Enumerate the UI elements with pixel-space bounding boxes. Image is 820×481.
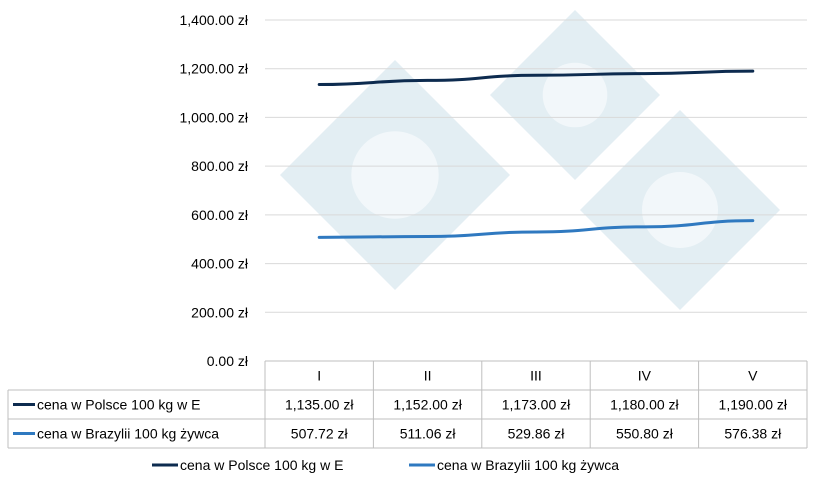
data-label: 507.72 zł: [291, 426, 349, 442]
y-tick-label: 800.00 zł: [191, 158, 249, 174]
legend: cena w Polsce 100 kg w E cena w Brazylii …: [152, 457, 619, 473]
data-label: 1,152.00 zł: [393, 397, 462, 413]
grid-lines: [265, 19, 807, 313]
data-label: 1,135.00 zł: [285, 397, 354, 413]
table-series-name: cena w Polsce 100 kg w E: [37, 397, 200, 413]
series-lines: [317, 69, 755, 239]
y-tick-label: 600.00 zł: [191, 207, 249, 223]
x-tick-label: III: [530, 368, 542, 384]
data-label: 576.38 zł: [724, 426, 782, 442]
x-tick-label: V: [748, 368, 758, 384]
x-tick-label: I: [317, 368, 321, 384]
table-series-name: cena w Brazylii 100 kg żywca: [37, 426, 219, 442]
legend-entry: cena w Polsce 100 kg w E: [180, 457, 343, 473]
x-tick-label: IV: [638, 368, 652, 384]
watermark-logo: [280, 10, 780, 310]
data-label: 1,180.00 zł: [610, 397, 679, 413]
watermark-circle: [351, 131, 439, 219]
data-label: 511.06 zł: [400, 426, 457, 442]
y-tick-label: 1,400.00 zł: [180, 12, 249, 28]
data-label: 529.86 zł: [508, 426, 566, 442]
watermark-circle: [542, 62, 608, 128]
y-tick-label: 1,200.00 zł: [180, 61, 249, 77]
data-label: 550.80 zł: [616, 426, 674, 442]
y-tick-label: 400.00 zł: [191, 256, 249, 272]
y-tick-label: 0.00 zł: [207, 353, 249, 369]
y-tick-label: 200.00 zł: [191, 304, 249, 320]
legend-entry: cena w Brazylii 100 kg żywca: [437, 457, 619, 473]
data-label: 1,173.00 zł: [502, 397, 571, 413]
watermark-circle: [642, 172, 718, 248]
data-label: 1,190.00 zł: [719, 397, 788, 413]
y-tick-label: 1,000.00 zł: [180, 109, 249, 125]
x-tick-label: II: [424, 368, 432, 384]
y-axis-ticks: 0.00 zł 200.00 zł 400.00 zł 600.00 zł 800.00…: [180, 12, 249, 369]
